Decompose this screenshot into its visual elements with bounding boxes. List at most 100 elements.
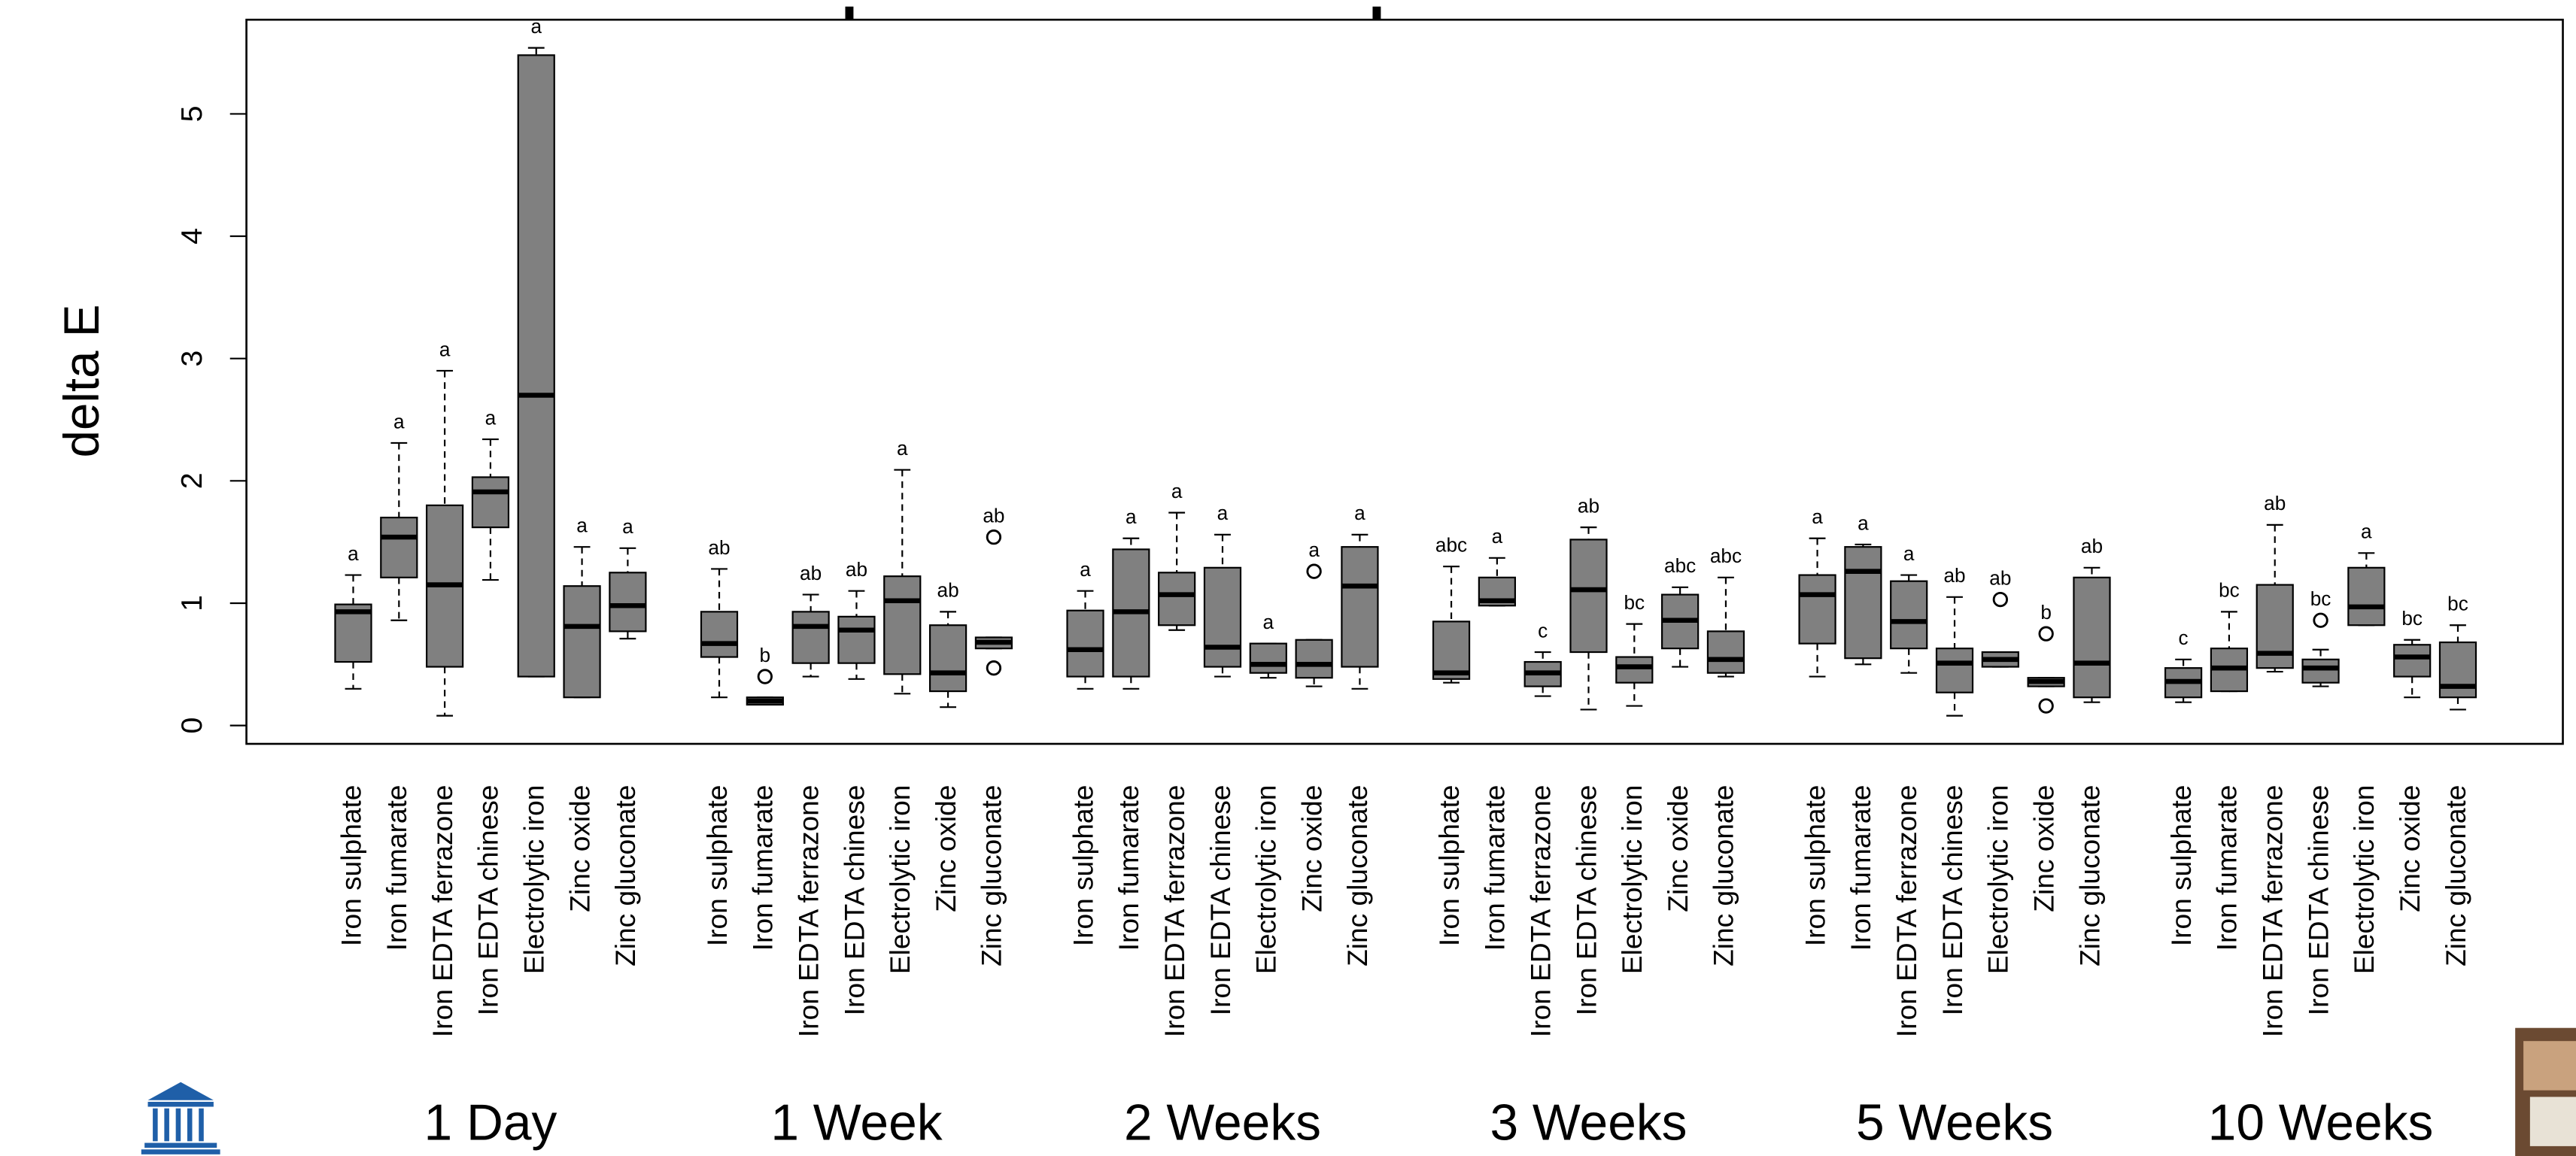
box [793, 611, 829, 663]
y-tick-label: 4 [175, 228, 208, 244]
x-tick-label: Iron fumarate [2211, 785, 2243, 951]
significance-letter: ab [983, 505, 1004, 527]
significance-letter: abc [1664, 554, 1696, 577]
y-tick-label: 2 [175, 472, 208, 489]
significance-letter: a [1171, 480, 1183, 502]
significance-letter: ab [1943, 564, 1965, 587]
x-tick-label: Zinc gluconate [976, 785, 1007, 966]
x-tick-label: Iron sulphate [1433, 785, 1465, 947]
box [701, 611, 737, 657]
box [1204, 568, 1241, 667]
x-tick-label: Electrolytic iron [1616, 785, 1648, 975]
box [518, 55, 554, 676]
significance-letter: b [760, 644, 771, 666]
x-tick-label: Zinc oxide [930, 785, 961, 912]
significance-letter: c [2179, 627, 2189, 649]
significance-letter: ab [708, 536, 730, 559]
significance-letter: a [1858, 511, 1869, 534]
x-tick-label: Electrolytic iron [884, 785, 916, 975]
significance-letter: a [1125, 505, 1137, 528]
significance-letter: bc [2219, 579, 2240, 602]
x-tick-label: Iron EDTA ferrazone [792, 785, 824, 1037]
x-tick-label: Zinc gluconate [609, 785, 641, 966]
y-tick-label: 3 [175, 350, 208, 367]
box [1708, 631, 1744, 672]
box [1616, 657, 1652, 683]
x-tick-label: Iron EDTA chinese [1204, 785, 1236, 1016]
x-tick-label: Iron EDTA chinese [1570, 785, 1602, 1016]
x-tick-label: Zinc oxide [564, 785, 595, 912]
x-tick-label: Zinc oxide [2028, 785, 2059, 912]
x-tick-label: Iron fumarate [1113, 785, 1144, 951]
box [1433, 621, 1469, 678]
x-tick-label: Iron EDTA ferrazone [1159, 785, 1190, 1037]
x-tick-label: Electrolytic iron [2348, 785, 2380, 975]
x-tick-label: Iron EDTA chinese [472, 785, 504, 1016]
box [1068, 611, 1104, 677]
x-tick-label: Zinc oxide [1662, 785, 1694, 912]
group-label: 10 Weeks [2208, 1095, 2434, 1151]
x-tick-label: Iron fumarate [1845, 785, 1876, 951]
x-tick-label: Iron EDTA chinese [2302, 785, 2334, 1016]
box [1250, 644, 1286, 673]
box [1937, 648, 1973, 693]
significance-letter: c [1538, 619, 1548, 642]
significance-letter: bc [2447, 593, 2468, 615]
significance-letter: b [2040, 601, 2052, 624]
x-tick-label: Zinc gluconate [2440, 785, 2471, 966]
x-tick-label: Iron sulphate [2165, 785, 2197, 947]
thumbnail [2515, 1028, 2576, 1156]
box [2394, 645, 2430, 676]
significance-letter: a [1903, 542, 1915, 565]
box [838, 617, 874, 663]
significance-letter: a [622, 515, 633, 538]
significance-letter: abc [1435, 534, 1467, 557]
box [2303, 660, 2339, 683]
x-tick-label: Iron sulphate [701, 785, 733, 947]
group-label: 2 Weeks [1124, 1095, 1321, 1151]
significance-letter: a [1812, 505, 1823, 528]
x-tick-label: Electrolytic iron [1982, 785, 2014, 975]
significance-letter: a [1217, 502, 1229, 524]
x-tick-label: Zinc gluconate [1708, 785, 1739, 966]
significance-letter: a [1308, 539, 1320, 561]
significance-letter: a [1080, 558, 1091, 581]
box [2440, 642, 2476, 697]
significance-letter: bc [1624, 591, 1645, 614]
significance-letter: ab [1578, 494, 1599, 517]
y-tick-label: 0 [175, 718, 208, 734]
x-tick-label: Zinc oxide [2394, 785, 2426, 912]
significance-letter: a [393, 410, 405, 432]
group-label: 1 Day [424, 1095, 557, 1151]
box [2073, 578, 2110, 697]
significance-letter: ab [800, 562, 822, 584]
x-tick-label: Iron fumarate [747, 785, 779, 951]
significance-letter: a [2361, 520, 2372, 543]
x-tick-label: Electrolytic iron [1250, 785, 1282, 975]
significance-letter: bc [2401, 607, 2423, 630]
y-axis-label: delta E [54, 305, 109, 458]
box [1845, 547, 1881, 658]
significance-letter: ab [2264, 492, 2286, 514]
box [1891, 581, 1927, 648]
significance-letter: bc [2310, 587, 2331, 610]
box [1296, 640, 1332, 678]
significance-letter: a [576, 514, 588, 537]
x-tick-label: Electrolytic iron [518, 785, 550, 975]
box [1570, 539, 1606, 652]
group-label: 5 Weeks [1856, 1095, 2053, 1151]
box [381, 517, 417, 578]
x-tick-label: Iron EDTA ferrazone [1891, 785, 1922, 1037]
significance-letter: a [1492, 525, 1503, 548]
significance-letter: a [1354, 502, 1365, 524]
y-tick-label: 1 [175, 595, 208, 611]
x-tick-label: Zinc oxide [1296, 785, 1327, 912]
significance-letter: ab [846, 558, 867, 581]
x-tick-label: Iron EDTA ferrazone [1524, 785, 1556, 1037]
x-tick-label: Iron fumarate [381, 785, 412, 951]
group-label: 1 Week [770, 1095, 942, 1151]
group-label: 3 Weeks [1490, 1095, 1687, 1151]
box [2348, 568, 2384, 625]
x-tick-label: Iron EDTA ferrazone [427, 785, 458, 1037]
significance-letter: a [1263, 611, 1274, 633]
